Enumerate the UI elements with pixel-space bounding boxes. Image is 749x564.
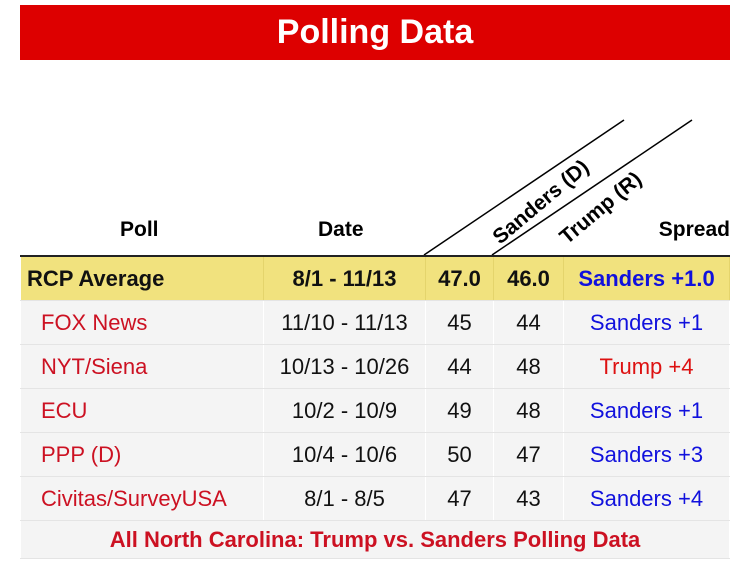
sanders-value: 47 [425, 476, 494, 521]
trump-value: 43 [493, 476, 564, 521]
poll-date: 8/1 - 8/5 [263, 476, 426, 521]
header-poll: Poll [120, 218, 159, 241]
sanders-value: 49 [425, 388, 494, 433]
page-title: Polling Data [20, 5, 730, 60]
sanders-value: 50 [425, 432, 494, 477]
header-spread: Spread [658, 218, 730, 241]
sanders-value: 45 [425, 300, 494, 345]
poll-date: 8/1 - 11/13 [263, 256, 426, 301]
spread-value: Sanders +1.0 [563, 256, 730, 301]
trump-value: 48 [493, 344, 564, 389]
table-row: ECU 10/2 - 10/9 49 48 Sanders +1 [20, 388, 730, 433]
poll-link[interactable]: ECU [20, 388, 264, 433]
trump-value: 44 [493, 300, 564, 345]
poll-date: 10/13 - 10/26 [263, 344, 426, 389]
poll-name: RCP Average [20, 256, 264, 301]
trump-value: 48 [493, 388, 564, 433]
table-row: NYT/Siena 10/13 - 10/26 44 48 Trump +4 [20, 344, 730, 389]
poll-date: 11/10 - 11/13 [263, 300, 426, 345]
table-row: Civitas/SurveyUSA 8/1 - 8/5 47 43 Sander… [20, 476, 730, 521]
trump-value: 47 [493, 432, 564, 477]
spread-value: Sanders +1 [563, 300, 730, 345]
poll-link[interactable]: Civitas/SurveyUSA [20, 476, 264, 521]
all-polling-data-link[interactable]: All North Carolina: Trump vs. Sanders Po… [20, 520, 730, 559]
poll-date: 10/4 - 10/6 [263, 432, 426, 477]
trump-value: 46.0 [493, 256, 564, 301]
spread-value: Sanders +4 [563, 476, 730, 521]
header-date: Date [318, 218, 364, 241]
sanders-value: 47.0 [425, 256, 494, 301]
sanders-value: 44 [425, 344, 494, 389]
table-row: PPP (D) 10/4 - 10/6 50 47 Sanders +3 [20, 432, 730, 477]
poll-link[interactable]: NYT/Siena [20, 344, 264, 389]
trump-header-line [491, 119, 693, 256]
spread-value: Sanders +1 [563, 388, 730, 433]
rcp-average-row: RCP Average 8/1 - 11/13 47.0 46.0 Sander… [20, 256, 730, 301]
table-row: FOX News 11/10 - 11/13 45 44 Sanders +1 [20, 300, 730, 345]
sanders-header-line [423, 119, 625, 256]
spread-value: Trump +4 [563, 344, 730, 389]
poll-link[interactable]: FOX News [20, 300, 264, 345]
footer-row: All North Carolina: Trump vs. Sanders Po… [20, 520, 730, 559]
polling-table: RCP Average 8/1 - 11/13 47.0 46.0 Sander… [20, 255, 730, 559]
poll-date: 10/2 - 10/9 [263, 388, 426, 433]
spread-value: Sanders +3 [563, 432, 730, 477]
poll-link[interactable]: PPP (D) [20, 432, 264, 477]
